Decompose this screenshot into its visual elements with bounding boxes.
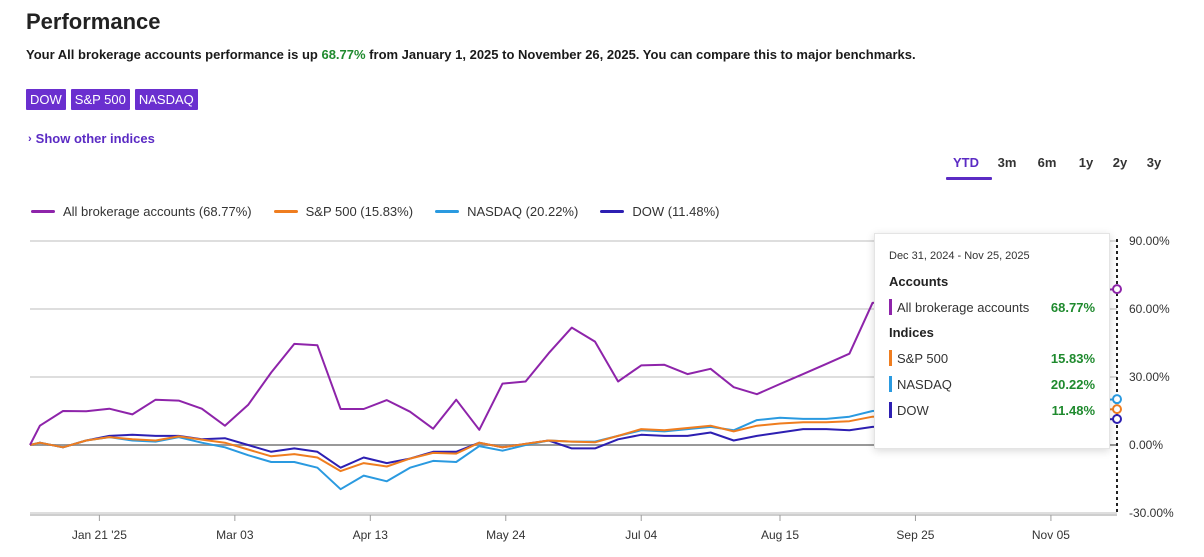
tooltip-value-sp500: 15.83%	[1050, 350, 1095, 366]
tooltip-row-dow: DOW 11.48%	[889, 402, 1095, 418]
x-tick-label: Aug 15	[761, 528, 799, 542]
tooltip-label-nasdaq: NASDAQ	[897, 376, 952, 392]
tooltip-swatch-sp500	[889, 350, 892, 366]
tooltip-swatch-dow	[889, 402, 892, 418]
legend-label-sp500: S&P 500 (15.83%)	[305, 204, 414, 219]
legend-swatch-dow	[600, 210, 625, 213]
legend-swatch-nasdaq	[435, 210, 460, 213]
summary-prefix: Your All brokerage accounts performance …	[26, 47, 322, 62]
tooltip-value-nasdaq: 20.22%	[1050, 376, 1095, 392]
series-line	[29, 418, 1118, 469]
tooltip-label-wrap-accounts: All brokerage accounts	[889, 299, 1029, 315]
tooltip-label-wrap-dow: DOW	[889, 402, 929, 418]
x-tick-label: Mar 03	[216, 528, 254, 542]
tooltip-label-wrap-nasdaq: NASDAQ	[889, 376, 952, 392]
legend-label-accounts: All brokerage accounts (68.77%)	[63, 204, 252, 219]
tooltip-row-nasdaq: NASDAQ 20.22%	[889, 376, 1095, 392]
benchmark-chips: DOW S&P 500 NASDAQ	[26, 89, 198, 110]
chart-tooltip: Dec 31, 2024 - Nov 25, 2025 Accounts All…	[874, 233, 1110, 449]
legend-swatch-sp500	[273, 210, 298, 213]
tooltip-label-accounts: All brokerage accounts	[897, 299, 1030, 315]
tooltip-label-dow: DOW	[897, 402, 929, 418]
y-tick-label: 30.00%	[1129, 370, 1170, 384]
tooltip-swatch-nasdaq	[889, 376, 892, 392]
active-tab-underline	[946, 177, 992, 180]
tooltip-indices-header: Indices	[889, 325, 934, 340]
benchmark-chip-sp500[interactable]: S&P 500	[70, 89, 130, 110]
series-endpoint-marker	[1112, 404, 1122, 415]
x-tick-label: Apr 13	[353, 528, 389, 542]
page-title: Performance	[26, 9, 161, 34]
show-other-indices-label: Show other indices	[35, 131, 155, 146]
tab-6m[interactable]: 6m	[1037, 155, 1057, 170]
series-line	[29, 288, 1118, 446]
summary-value: 68.77%	[321, 47, 366, 62]
benchmark-chip-nasdaq[interactable]: NASDAQ	[134, 89, 198, 110]
series-line	[29, 408, 1118, 473]
series-endpoint-marker	[1112, 394, 1122, 405]
performance-line-chart[interactable]: 90.00% 60.00% 30.00% 0.00% -30.00% Jan 21 '25…	[0, 225, 1204, 557]
legend-item-dow[interactable]: DOW (11.48%)	[600, 204, 720, 219]
series-endpoint-marker	[1112, 413, 1122, 424]
tab-ytd[interactable]: YTD	[953, 155, 979, 170]
legend-item-nasdaq[interactable]: NASDAQ (20.22%)	[435, 204, 578, 219]
legend-label-nasdaq: NASDAQ (20.22%)	[467, 204, 579, 219]
tooltip-label-sp500: S&P 500	[897, 350, 949, 366]
chart-legend: All brokerage accounts (68.77%) S&P 500 …	[31, 204, 720, 219]
tab-1y[interactable]: 1y	[1078, 155, 1094, 170]
tab-3m[interactable]: 3m	[997, 155, 1017, 170]
tab-3y[interactable]: 3y	[1146, 155, 1162, 170]
y-tick-label: 60.00%	[1129, 302, 1170, 316]
y-tick-label: -30.00%	[1129, 506, 1174, 520]
tooltip-value-accounts: 68.77%	[1050, 299, 1095, 315]
chevron-right-icon: ›	[28, 132, 32, 145]
legend-item-accounts[interactable]: All brokerage accounts (68.77%)	[31, 204, 252, 219]
performance-summary: Your All brokerage accounts performance …	[26, 47, 916, 62]
benchmark-chip-dow[interactable]: DOW	[26, 89, 66, 110]
tooltip-swatch-accounts	[889, 299, 892, 315]
tooltip-accounts-header: Accounts	[889, 274, 949, 289]
legend-label-dow: DOW (11.48%)	[632, 204, 720, 219]
legend-item-sp500[interactable]: S&P 500 (15.83%)	[273, 204, 414, 219]
tooltip-row-sp500: S&P 500 15.83%	[889, 350, 1095, 366]
x-tick-label: Nov 05	[1032, 528, 1070, 542]
show-other-indices-link[interactable]: › Show other indices	[28, 131, 155, 146]
tooltip-row-accounts: All brokerage accounts 68.77%	[889, 299, 1095, 315]
x-tick-label: May 24	[486, 528, 526, 542]
time-range-tabs: YTD 3m 6m 1y 2y 3y	[934, 155, 1204, 181]
y-tick-label: 90.00%	[1129, 234, 1170, 248]
tooltip-label-wrap-sp500: S&P 500	[889, 350, 948, 366]
legend-swatch-accounts	[31, 210, 55, 213]
x-tick-label: Jan 21 '25	[72, 528, 127, 542]
summary-suffix: from January 1, 2025 to November 26, 202…	[365, 47, 916, 62]
tab-2y[interactable]: 2y	[1112, 155, 1128, 170]
x-tick-label: Jul 04	[625, 528, 657, 542]
x-tick-label: Sep 25	[896, 528, 934, 542]
series-endpoint-marker	[1112, 284, 1122, 295]
tooltip-value-dow: 11.48%	[1051, 402, 1095, 418]
tooltip-date-range: Dec 31, 2024 - Nov 25, 2025	[889, 250, 1030, 262]
y-tick-label: 0.00%	[1129, 438, 1163, 452]
